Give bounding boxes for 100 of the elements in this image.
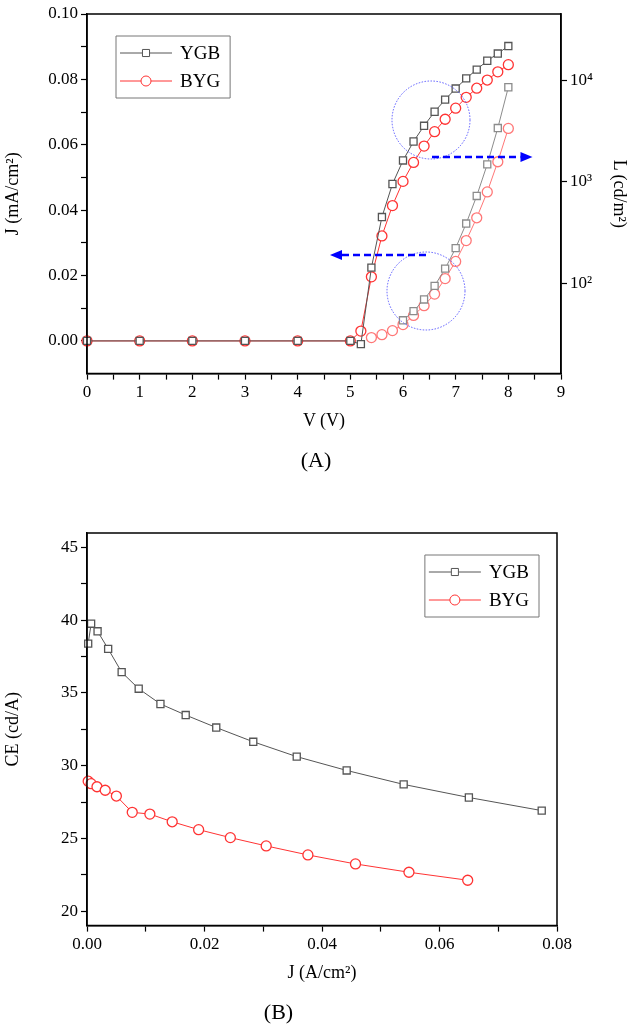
x-tick-label: 0.04 <box>307 934 338 954</box>
y-tick-label: 30 <box>61 755 78 775</box>
point <box>419 295 429 304</box>
point <box>399 780 408 789</box>
text: (A) <box>300 446 332 472</box>
point <box>134 684 143 693</box>
point <box>481 186 493 198</box>
y-tick-label: 0.06 <box>48 134 78 154</box>
point <box>472 191 481 201</box>
legend-label: BYG <box>488 588 530 610</box>
point <box>397 175 409 188</box>
point <box>249 737 258 746</box>
point <box>460 234 472 247</box>
point <box>407 156 420 169</box>
point <box>450 255 462 268</box>
point <box>342 766 351 775</box>
y-axis-title: J (mA/cm²) <box>1 152 23 236</box>
point <box>502 122 514 135</box>
point <box>409 306 418 316</box>
point <box>472 65 481 74</box>
point <box>349 858 362 870</box>
y-tick-label: 45 <box>61 537 78 557</box>
point <box>403 866 415 878</box>
y-tick-label: 0.02 <box>48 265 78 284</box>
x-tick-label: 0.02 <box>189 934 220 954</box>
y2-tick-label: 10⁴ <box>570 70 593 90</box>
point <box>502 59 514 71</box>
x-tick-label: 0.08 <box>542 934 572 954</box>
point <box>181 710 190 720</box>
x-tick-label: 6 <box>398 382 408 402</box>
y2-tick-label: 10³ <box>570 171 593 191</box>
point <box>471 82 483 94</box>
point <box>493 123 502 133</box>
legend-label: BYG <box>180 69 221 91</box>
point <box>492 66 504 78</box>
point <box>428 126 441 138</box>
point <box>504 41 513 51</box>
x-tick-label: 5 <box>346 382 355 402</box>
point <box>156 699 165 709</box>
point <box>493 49 502 58</box>
point <box>419 121 429 130</box>
point <box>398 156 408 165</box>
point <box>386 199 399 212</box>
point <box>91 781 103 793</box>
y-tick-label: 35 <box>61 682 78 702</box>
point <box>260 840 272 852</box>
point <box>386 324 399 337</box>
point <box>440 264 450 273</box>
point <box>356 339 366 349</box>
point <box>450 102 462 114</box>
y-tick-label: 25 <box>61 827 78 847</box>
point <box>462 219 471 228</box>
x-tick-label: 9 <box>556 382 566 402</box>
y-axis-title: CE (cd/A) <box>1 692 23 767</box>
point <box>464 793 474 802</box>
point <box>166 816 178 828</box>
point <box>367 263 376 272</box>
point <box>439 113 451 125</box>
point <box>117 667 126 677</box>
y-tick-label: 0.08 <box>48 68 78 88</box>
point <box>430 107 439 116</box>
point <box>103 644 113 654</box>
point <box>302 849 314 861</box>
x-tick-label: 2 <box>188 382 197 402</box>
point <box>409 137 418 146</box>
point <box>376 329 388 341</box>
point <box>418 140 430 152</box>
point <box>126 806 138 818</box>
x-tick-label: 0 <box>82 382 92 402</box>
point <box>377 212 387 222</box>
x-tick-label: 0.06 <box>424 934 455 954</box>
point <box>144 808 156 820</box>
y-tick-label: 0.04 <box>48 199 79 219</box>
text: (B) <box>263 998 294 1024</box>
point <box>451 243 460 253</box>
legend-label: YGB <box>180 41 221 63</box>
y-tick-label: 0.10 <box>48 3 78 23</box>
y2-tick-label: 10² <box>570 272 593 292</box>
legend-label: YGB <box>488 560 530 582</box>
point <box>492 156 504 168</box>
point <box>440 95 450 104</box>
point <box>483 160 492 169</box>
point <box>537 806 546 815</box>
point <box>439 272 451 285</box>
point <box>462 74 471 83</box>
point <box>504 83 513 92</box>
point <box>471 212 483 224</box>
point <box>110 790 123 802</box>
point <box>462 874 474 886</box>
x-tick-label: 4 <box>293 382 303 402</box>
point <box>388 179 397 189</box>
y-tick-label: 40 <box>61 609 78 629</box>
point <box>430 281 439 291</box>
point <box>99 784 111 796</box>
point <box>365 331 378 344</box>
x-tick-label: 7 <box>451 382 461 402</box>
point <box>483 56 492 65</box>
point <box>192 823 205 836</box>
x-tick-label: 1 <box>135 382 144 402</box>
point <box>93 627 102 636</box>
